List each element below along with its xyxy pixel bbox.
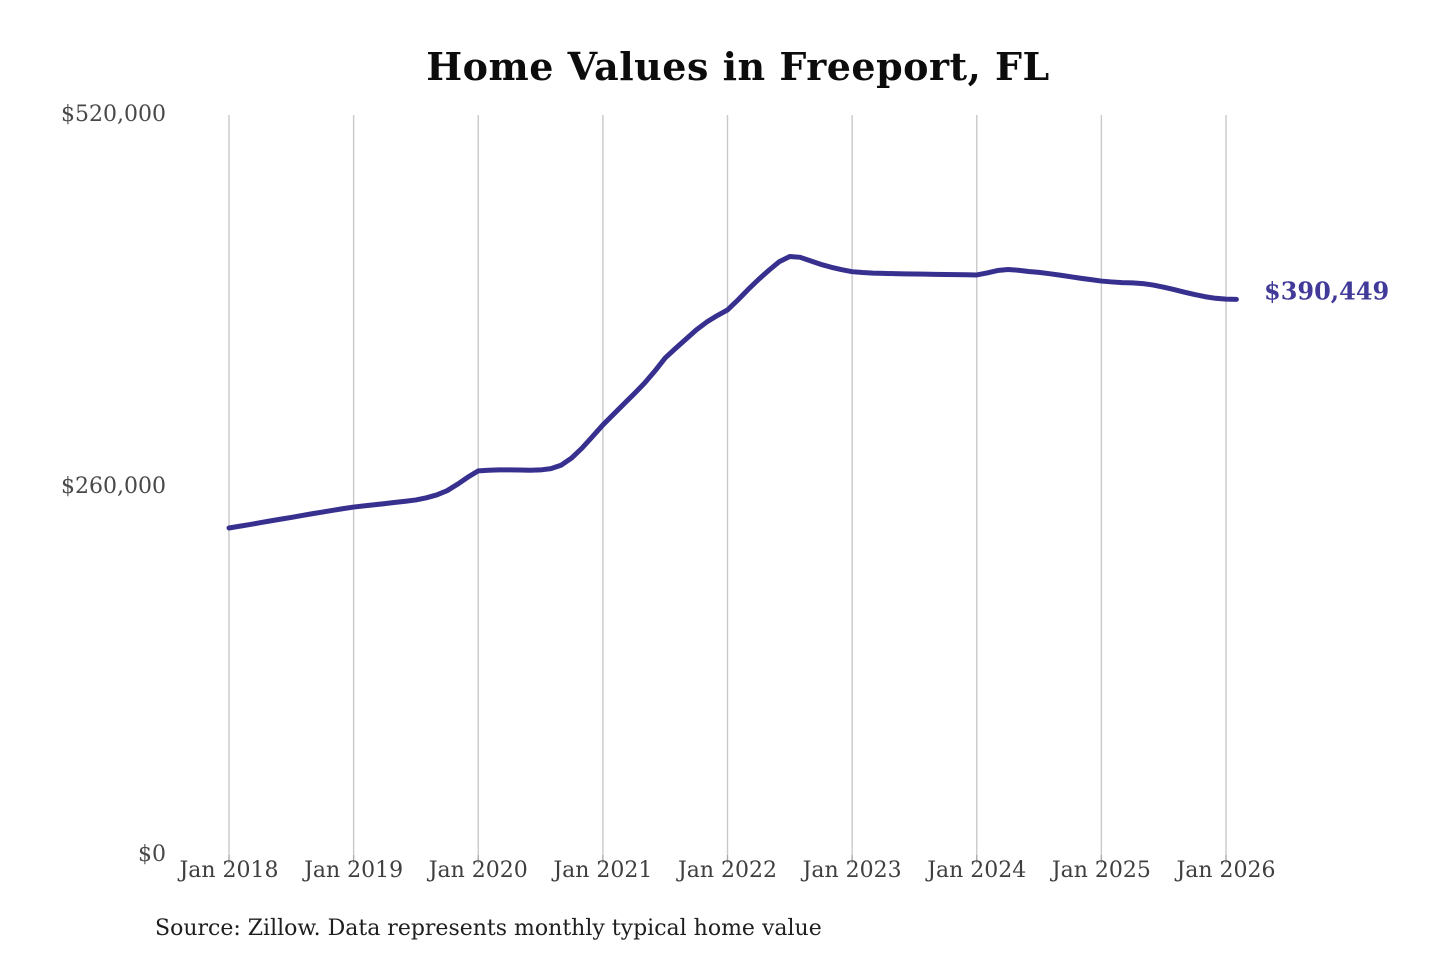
y-tick-label-260000: $260,000 bbox=[61, 474, 166, 499]
x-tick-label: Jan 2019 bbox=[304, 858, 404, 883]
home-value-line bbox=[226, 253, 1239, 531]
x-tick-label: Jan 2020 bbox=[428, 858, 528, 883]
x-tick-label: Jan 2024 bbox=[927, 858, 1027, 883]
latest-value-label: $390,449 bbox=[1264, 276, 1390, 306]
y-tick-label-0: $0 bbox=[138, 842, 166, 867]
x-tick-label: Jan 2018 bbox=[179, 858, 279, 883]
x-tick-label: Jan 2021 bbox=[553, 858, 653, 883]
x-tick-label: Jan 2023 bbox=[802, 858, 902, 883]
x-tick-label: Jan 2025 bbox=[1051, 858, 1151, 883]
x-tick-label: Jan 2026 bbox=[1176, 858, 1276, 883]
y-tick-label-520000: $520,000 bbox=[61, 102, 166, 127]
chart-title: Home Values in Freeport, FL bbox=[426, 44, 1050, 89]
x-tick-label: Jan 2022 bbox=[677, 858, 778, 883]
source-note: Source: Zillow. Data represents monthly … bbox=[155, 916, 822, 941]
